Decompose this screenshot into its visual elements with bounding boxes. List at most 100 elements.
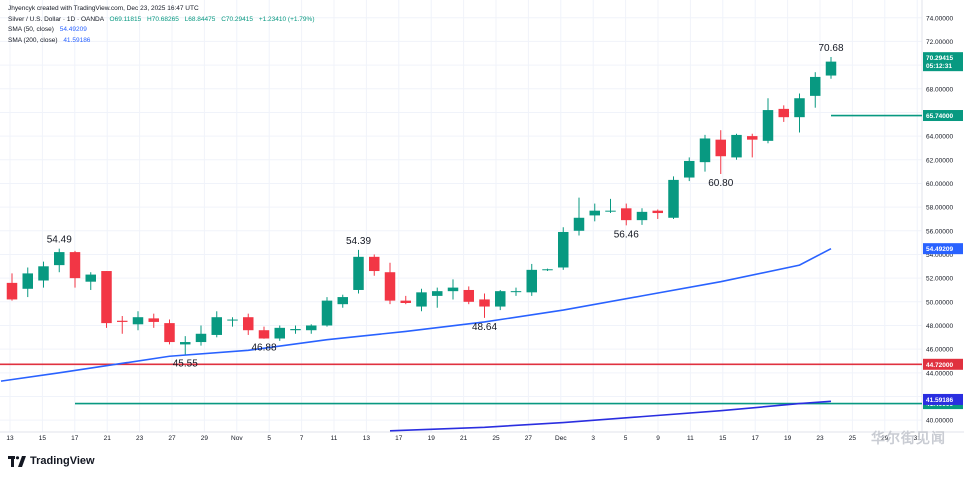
support-red-tag[interactable]: [923, 358, 963, 370]
candle[interactable]: [384, 272, 396, 301]
candle[interactable]: [715, 139, 727, 157]
candle[interactable]: [747, 136, 758, 140]
sma50-legend[interactable]: SMA (50, close) 54.49209: [8, 25, 314, 36]
created-note: Jhyencyk created with TradingView.com, D…: [8, 5, 199, 12]
y-tick-label: 64.00000: [926, 134, 953, 141]
level-green-tag[interactable]: [923, 110, 963, 122]
candle[interactable]: [353, 256, 364, 290]
sma200-line[interactable]: [389, 400, 832, 432]
candle[interactable]: [148, 318, 160, 322]
candle[interactable]: [369, 256, 380, 272]
candle[interactable]: [825, 61, 837, 76]
x-tick-label: 23: [816, 435, 824, 442]
candle[interactable]: [38, 266, 49, 281]
last-price-tag-text: 70.29415: [926, 55, 953, 62]
sma200-legend[interactable]: SMA (200, close) 41.59186: [8, 36, 314, 47]
candle[interactable]: [432, 291, 443, 296]
x-tick-label: 3: [591, 435, 595, 442]
y-tick-label: 48.00000: [926, 323, 953, 330]
candle[interactable]: [337, 297, 349, 305]
sma200-label: SMA (200, close): [8, 36, 58, 44]
candle[interactable]: [22, 273, 34, 289]
candle[interactable]: [636, 211, 648, 221]
candle[interactable]: [227, 319, 238, 321]
candle[interactable]: [526, 269, 538, 293]
candle[interactable]: [447, 287, 459, 292]
candle[interactable]: [621, 208, 632, 221]
candle[interactable]: [416, 292, 427, 307]
candle[interactable]: [794, 98, 805, 118]
candle[interactable]: [762, 110, 774, 141]
candle[interactable]: [495, 291, 506, 307]
x-tick-label: 15: [719, 435, 727, 442]
watermark-text: 华尔街见闻: [871, 430, 946, 446]
candle[interactable]: [290, 329, 301, 331]
sma200-tag-tag[interactable]: [923, 393, 963, 405]
candle[interactable]: [69, 252, 81, 279]
candle[interactable]: [684, 160, 695, 178]
sma50-label: SMA (50, close): [8, 26, 54, 33]
ohlc-open: O69.11815: [109, 15, 142, 23]
candle[interactable]: [274, 327, 286, 339]
candle[interactable]: [558, 231, 569, 268]
price-annotation: 45.55: [173, 358, 198, 369]
candle[interactable]: [180, 342, 191, 345]
candle[interactable]: [6, 282, 18, 300]
x-tick-label: 9: [656, 435, 660, 442]
support-red-tag-text: 44.72000: [926, 362, 953, 369]
sma200-value: 41.59186: [63, 36, 91, 44]
candle[interactable]: [400, 300, 412, 303]
price-annotation: 48.64: [472, 322, 497, 333]
x-tick-label: 5: [267, 435, 271, 442]
candle[interactable]: [605, 210, 616, 212]
candle[interactable]: [668, 179, 679, 218]
ohlc-close: C70.29415: [221, 15, 254, 23]
price-annotation: 56.46: [614, 229, 639, 240]
price-annotation: 46.88: [251, 343, 276, 354]
y-tick-label: 56.00000: [926, 228, 953, 235]
last-price-tag[interactable]: [923, 52, 963, 72]
x-tick-label: 13: [6, 435, 14, 442]
candle[interactable]: [463, 289, 475, 302]
tradingview-brand[interactable]: TradingView: [8, 455, 95, 467]
candle[interactable]: [699, 138, 711, 163]
candle[interactable]: [101, 271, 112, 324]
candle[interactable]: [510, 291, 522, 293]
sma50-tag-tag[interactable]: [923, 243, 963, 255]
candle[interactable]: [652, 210, 664, 214]
candle[interactable]: [321, 300, 333, 326]
candle[interactable]: [211, 317, 223, 335]
ohlc-high: H70.68265: [147, 15, 179, 23]
candle[interactable]: [810, 76, 821, 96]
y-tick-label: 62.00000: [926, 157, 953, 164]
x-tick-label: 21: [460, 435, 468, 442]
sma50-line[interactable]: [0, 247, 832, 382]
y-tick-label: 46.00000: [926, 347, 953, 354]
chart-legend: Jhyencyk created with TradingView.com, D…: [8, 4, 314, 46]
candle[interactable]: [54, 252, 65, 266]
x-tick-label: 11: [331, 435, 338, 442]
candle[interactable]: [85, 274, 97, 282]
x-tick-label: 15: [39, 435, 47, 442]
candle[interactable]: [542, 269, 553, 271]
candle[interactable]: [731, 134, 742, 158]
candle[interactable]: [132, 317, 144, 325]
symbol-name[interactable]: Silver / U.S. Dollar · 1D · OANDA: [8, 15, 104, 23]
sma200-tag-tag-text: 41.59186: [926, 397, 953, 404]
sma50-value: 54.49209: [59, 26, 87, 33]
candle[interactable]: [164, 323, 175, 343]
candle[interactable]: [258, 330, 270, 339]
candle[interactable]: [117, 320, 128, 322]
candle[interactable]: [778, 108, 790, 118]
candle[interactable]: [589, 210, 601, 216]
y-tick-label: 74.00000: [926, 15, 953, 22]
x-tick-label: 17: [71, 435, 79, 442]
candle[interactable]: [195, 333, 207, 343]
x-tick-label: 13: [363, 435, 371, 442]
candle[interactable]: [243, 317, 254, 331]
candle[interactable]: [306, 325, 317, 331]
candle[interactable]: [573, 217, 585, 231]
candle[interactable]: [479, 299, 490, 307]
